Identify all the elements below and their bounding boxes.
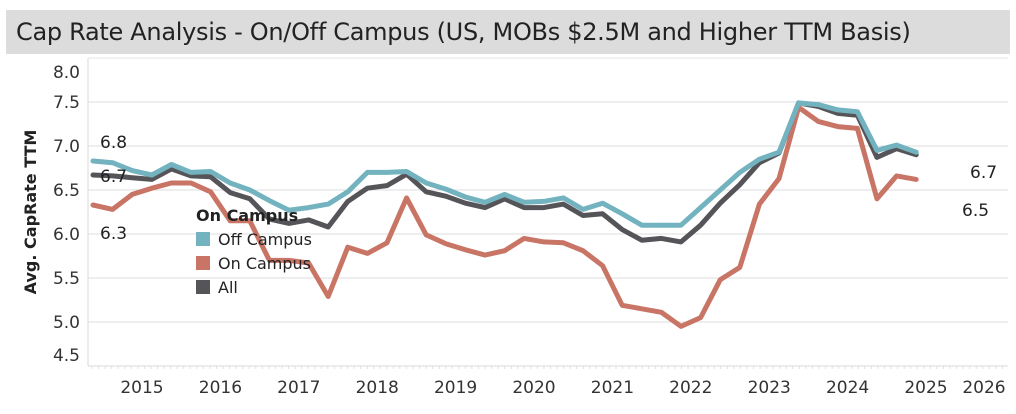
series-start-label: 6.7 [100,167,127,187]
x-tick-label: 2021 [591,378,634,398]
legend-item-on-campus[interactable]: On Campus [196,251,312,275]
series-end-label: 6.7 [970,163,997,183]
x-tick-label: 2020 [512,378,555,398]
y-tick-label: 6.5 [53,181,80,201]
series-line-off-campus [90,100,919,228]
legend-swatch-all [196,280,210,294]
x-tick-label: 2024 [826,378,869,398]
x-tick-label: 2025 [904,378,947,398]
legend-label: All [218,277,238,297]
legend-item-off-campus[interactable]: Off Campus [196,227,312,251]
y-tick-label: 5.5 [53,269,80,289]
legend-swatch-on-campus [196,256,210,270]
chart-title: Cap Rate Analysis - On/Off Campus (US, M… [16,18,911,46]
y-tick-label: 7.5 [53,93,80,113]
y-tick-label: 5.0 [53,313,80,333]
x-tick-label: 2015 [120,378,163,398]
series-line-on-campus [90,104,919,329]
x-tick-label: 2016 [199,378,242,398]
x-tick-label: 2017 [277,378,320,398]
y-tick-label: 7.0 [53,137,80,157]
legend-label: On Campus [218,253,312,273]
y-tick-label: 8.0 [53,63,80,83]
x-tick-label: 2023 [748,378,791,398]
title-bar: Cap Rate Analysis - On/Off Campus (US, M… [6,10,1010,54]
legend: On Campus Off Campus On Campus All [196,206,312,299]
x-tick-label: 2019 [434,378,477,398]
series-end-label: 6.5 [962,201,989,221]
series-start-label: 6.3 [100,224,127,244]
x-tick-label: 2026 [962,378,1005,398]
y-axis-title: Avg. CapRate TTM [21,130,40,295]
legend-swatch-off-campus [196,232,210,246]
legend-label: Off Campus [218,229,312,249]
series-start-label: 6.8 [100,133,127,153]
y-tick-label: 6.0 [53,225,80,245]
legend-title: On Campus [196,206,299,225]
legend-item-all[interactable]: All [196,275,312,299]
x-tick-label: 2022 [669,378,712,398]
x-tick-label: 2018 [356,378,399,398]
y-tick-label: 4.5 [53,346,80,366]
